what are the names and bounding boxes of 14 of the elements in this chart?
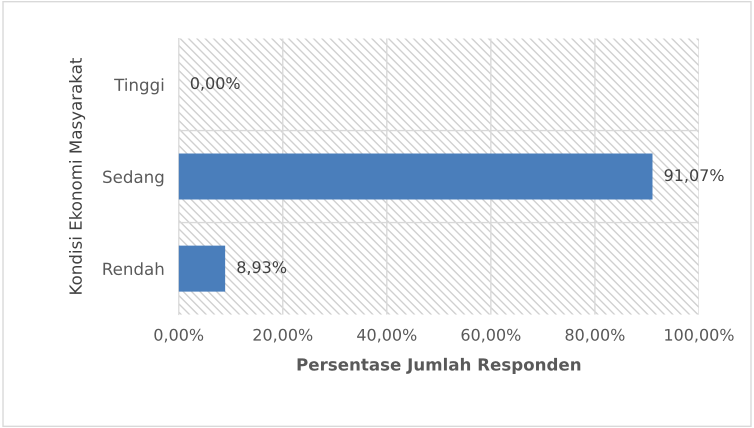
y-tick-label: Rendah xyxy=(103,262,164,276)
x-tick-label: 0,00% xyxy=(154,328,204,342)
x-axis-title: Persentase Jumlah Responden xyxy=(298,358,580,374)
data-label: 91,07% xyxy=(664,169,724,183)
x-tick-label: 20,00% xyxy=(253,328,312,342)
data-label: 8,93% xyxy=(237,261,286,275)
y-tick-label: Sedang xyxy=(103,170,164,186)
x-tick-label: 40,00% xyxy=(357,328,416,342)
x-tick-label: 80,00% xyxy=(566,328,624,342)
y-axis-title: Kondisi Ekonomi Masyarakat xyxy=(69,58,86,294)
data-label: 0,00% xyxy=(190,77,240,91)
x-tick-label: 100,00% xyxy=(665,328,734,342)
x-tick-label: 60,00% xyxy=(462,328,520,342)
y-tick-label: Tinggi xyxy=(114,78,164,94)
